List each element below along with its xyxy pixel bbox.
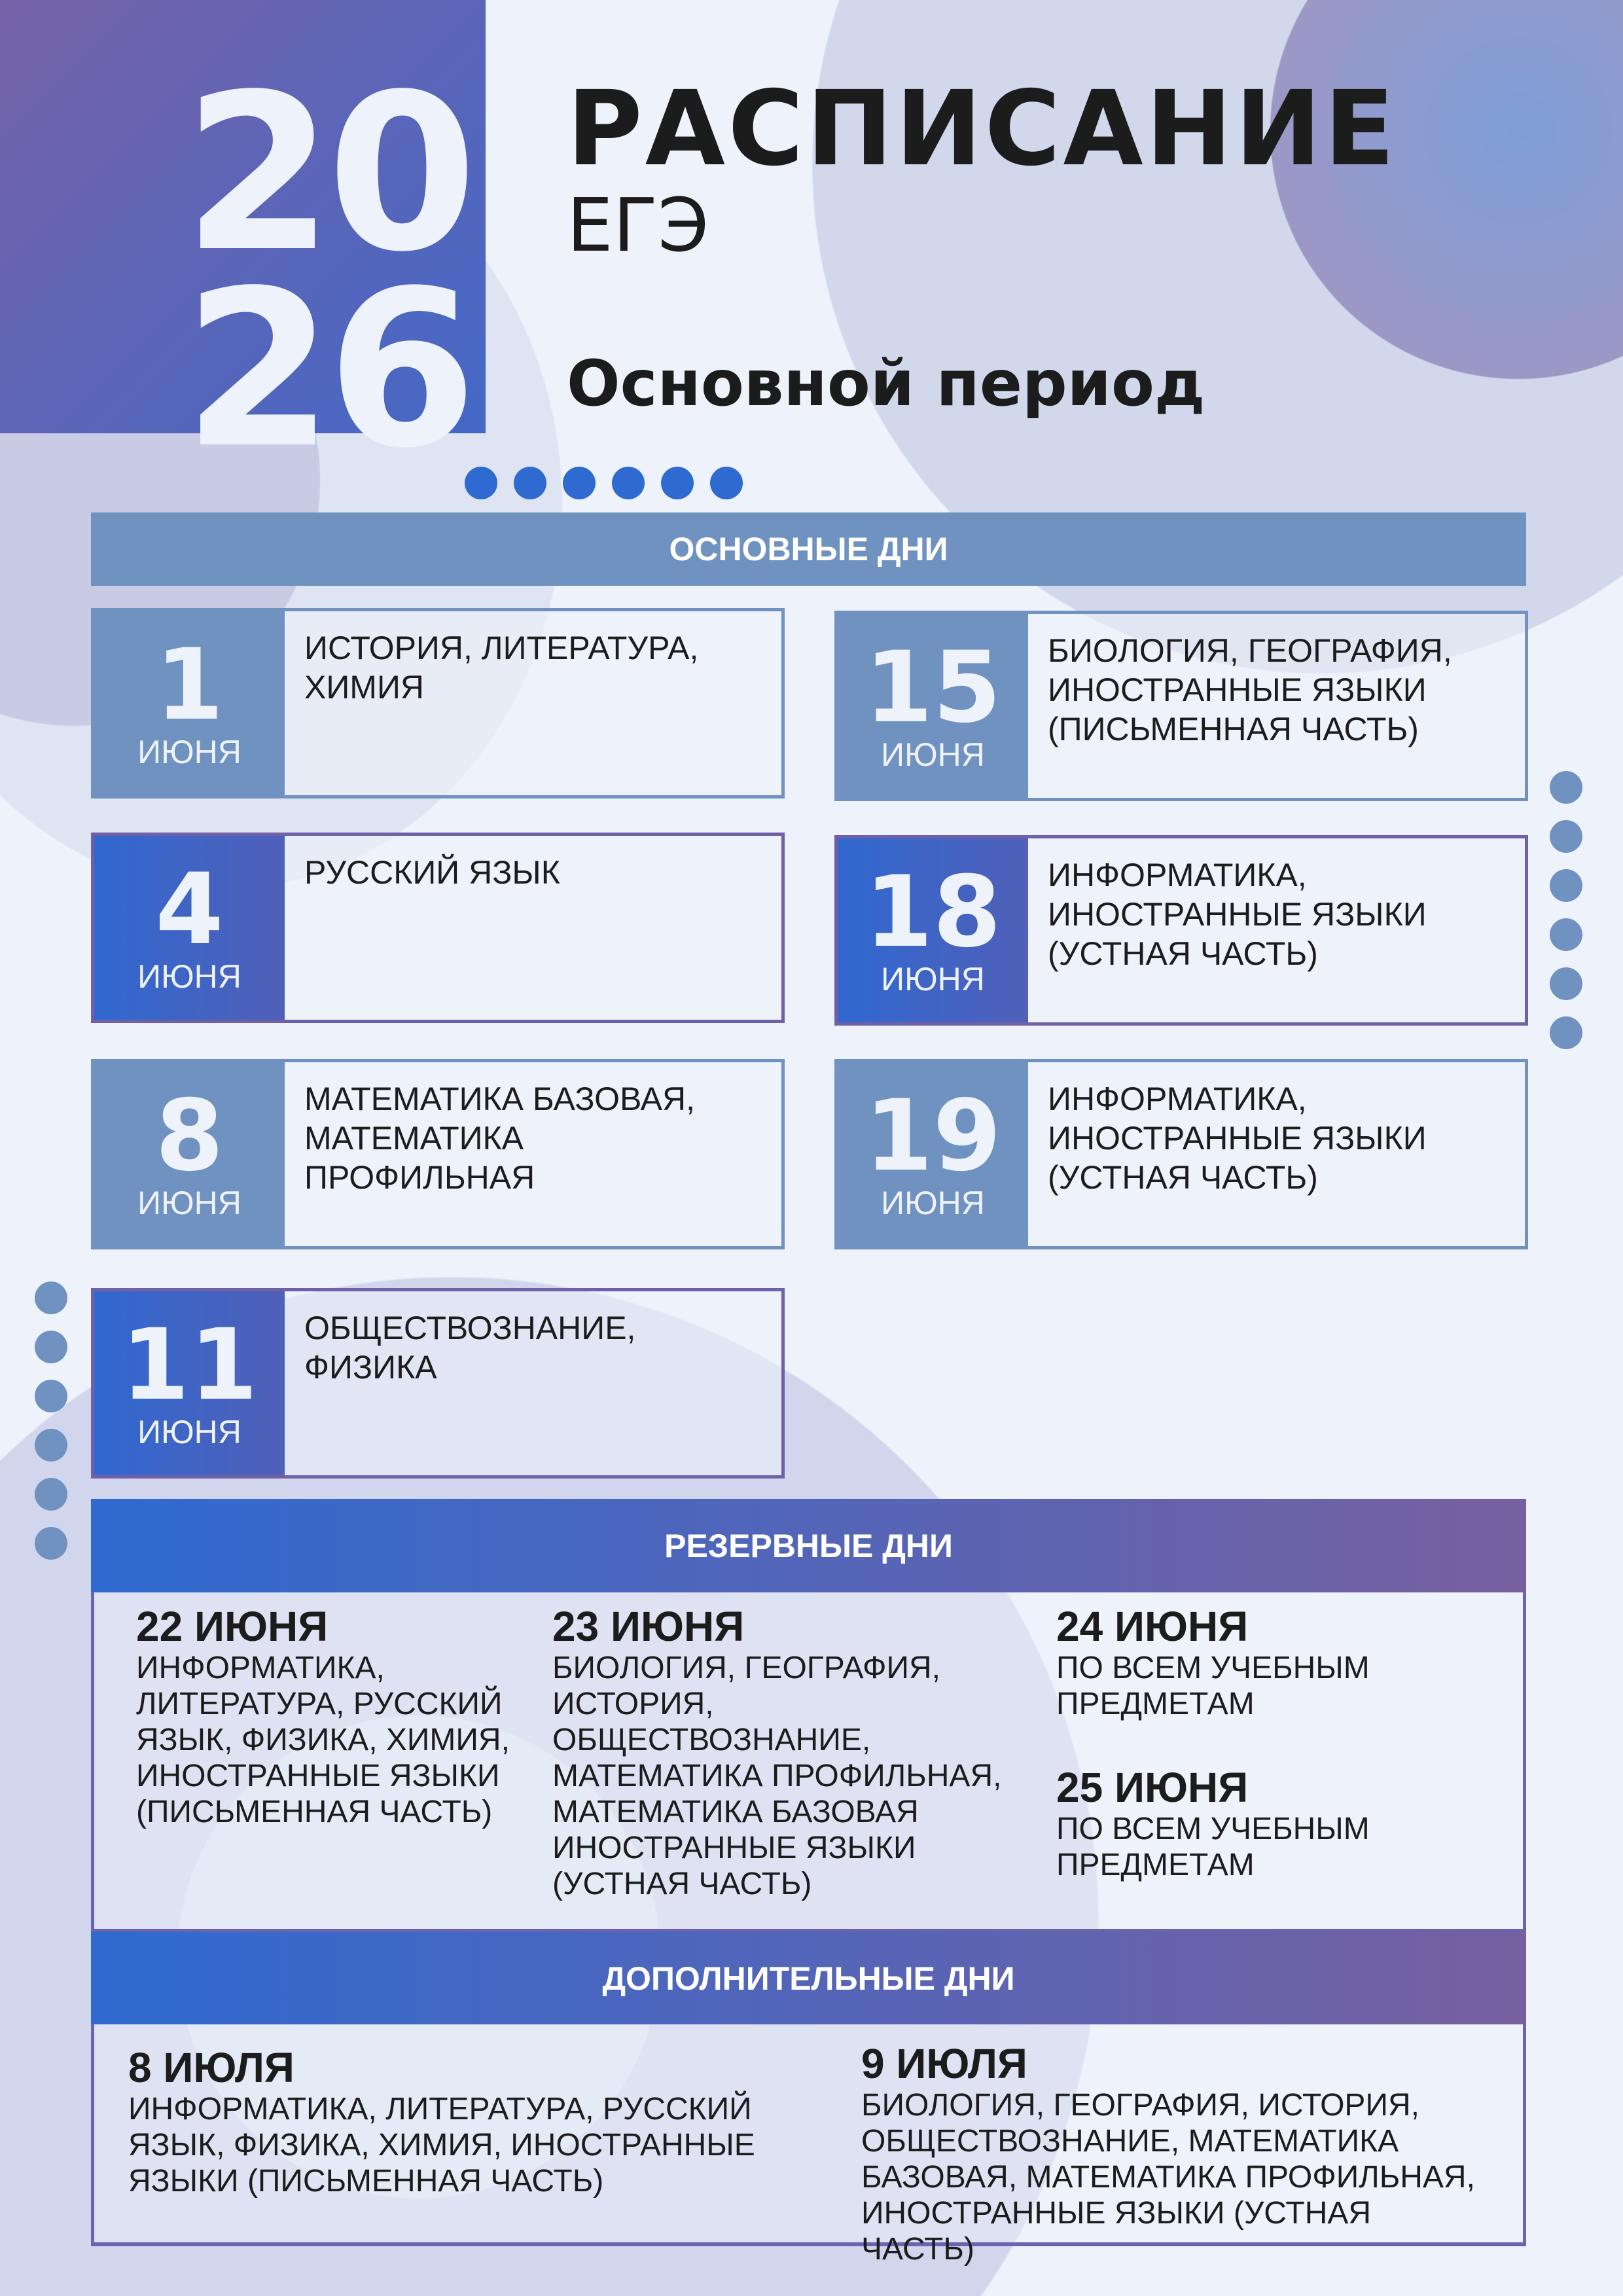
exam-day-number: 18 — [865, 855, 1001, 969]
reserve-subjects: БИОЛОГИЯ, ГЕОГРАФИЯ, ИСТОРИЯ, ОБЩЕСТВОЗН… — [552, 1651, 1002, 1901]
reserve-day: 24 ИЮНЯ ПО ВСЕМ УЧЕБНЫМ ПРЕДМЕТАМ — [1056, 1603, 1397, 1722]
exam-day-card: 1 ИЮНЯ ИСТОРИЯ, ЛИТЕРАТУРА, ХИМИЯ — [91, 608, 785, 798]
additional-subjects: ИНФОРМАТИКА, ЛИТЕРАТУРА, РУССКИЙ ЯЗЫК, Ф… — [128, 2092, 755, 2198]
exam-subjects: МАТЕМАТИКА БАЗОВАЯ, МАТЕМАТИКА ПРОФИЛЬНА… — [304, 1081, 695, 1196]
decorative-dot — [1550, 918, 1582, 951]
year-block: 20 26 — [0, 0, 486, 478]
exam-date: 19 ИЮНЯ — [838, 1062, 1028, 1246]
exam-day-number: 8 — [155, 1079, 224, 1193]
decorative-dot — [35, 1331, 67, 1363]
exam-subjects: ИНФОРМАТИКА, ИНОСТРАННЫЕ ЯЗЫКИ (УСТНАЯ Ч… — [1048, 1081, 1427, 1196]
exam-month: ИЮНЯ — [137, 958, 241, 995]
reserve-subjects: ПО ВСЕМ УЧЕБНЫМ ПРЕДМЕТАМ — [1056, 1812, 1370, 1882]
reserve-day: 22 ИЮНЯ ИНФОРМАТИКА, ЛИТЕРАТУРА, РУССКИЙ… — [136, 1603, 529, 1830]
exam-date: 15 ИЮНЯ — [838, 614, 1028, 798]
exam-day-card: 15 ИЮНЯ БИОЛОГИЯ, ГЕОГРАФИЯ, ИНОСТРАННЫЕ Я… — [834, 611, 1528, 801]
decorative-dot — [35, 1282, 67, 1314]
exam-day-card: 19 ИЮНЯ ИНФОРМАТИКА, ИНОСТРАННЫЕ ЯЗЫКИ (УС… — [834, 1059, 1528, 1249]
exam-day-number: 4 — [155, 853, 224, 967]
exam-month: ИЮНЯ — [881, 736, 985, 773]
reserve-subjects: ПО ВСЕМ УЧЕБНЫМ ПРЕДМЕТАМ — [1056, 1651, 1370, 1721]
reserve-date: 25 ИЮНЯ — [1056, 1764, 1249, 1811]
decorative-dot — [1550, 771, 1582, 804]
exam-subjects: ОБЩЕСТВОЗНАНИЕ, ФИЗИКА — [304, 1310, 636, 1386]
main-days-header: ОСНОВНЫЕ ДНИ — [91, 512, 1526, 586]
decorative-dot — [35, 1429, 67, 1462]
exam-month: ИЮНЯ — [137, 1185, 241, 1221]
page-title: РАСПИСАНИЕ — [567, 69, 1398, 189]
additional-day: 8 ИЮЛЯ ИНФОРМАТИКА, ЛИТЕРАТУРА, РУССКИЙ … — [128, 2044, 783, 2199]
reserve-date: 23 ИЮНЯ — [552, 1603, 745, 1650]
exam-subjects: РУССКИЙ ЯЗЫК — [304, 854, 560, 891]
exam-day-card: 18 ИЮНЯ ИНФОРМАТИКА, ИНОСТРАННЫЕ ЯЗЫКИ (УС… — [834, 835, 1528, 1026]
decorative-dot — [1550, 869, 1582, 902]
exam-subjects: ИНФОРМАТИКА, ИНОСТРАННЫЕ ЯЗЫКИ (УСТНАЯ Ч… — [1048, 857, 1427, 972]
exam-date: 11 ИЮНЯ — [94, 1291, 285, 1475]
year-bottom: 26 — [183, 244, 477, 495]
exam-month: ИЮНЯ — [881, 961, 985, 997]
reserve-date: 22 ИЮНЯ — [136, 1603, 329, 1650]
page-subtitle: ЕГЭ — [567, 183, 709, 268]
decorative-dot — [563, 467, 596, 499]
decorative-dot — [465, 467, 497, 499]
decorative-dot — [1550, 820, 1582, 853]
exam-subjects: ИСТОРИЯ, ЛИТЕРАТУРА, ХИМИЯ — [304, 630, 699, 706]
exam-month: ИЮНЯ — [881, 1185, 985, 1221]
additional-date: 8 ИЮЛЯ — [128, 2044, 294, 2091]
period-title: Основной период — [567, 347, 1205, 420]
reserve-days-header: РЕЗЕРВНЫЕ ДНИ — [91, 1499, 1526, 1592]
reserve-day: 23 ИЮНЯ БИОЛОГИЯ, ГЕОГРАФИЯ, ИСТОРИЯ, ОБ… — [552, 1603, 1037, 1902]
additional-days-section: 8 ИЮЛЯ ИНФОРМАТИКА, ЛИТЕРАТУРА, РУССКИЙ … — [91, 2024, 1526, 2267]
exam-date: 1 ИЮНЯ — [94, 611, 285, 795]
additional-day: 9 ИЮЛЯ БИОЛОГИЯ, ГЕОГРАФИЯ, ИСТОРИЯ, ОБЩ… — [861, 2040, 1489, 2267]
exam-month: ИЮНЯ — [137, 1414, 241, 1450]
exam-day-number: 19 — [865, 1079, 1001, 1193]
exam-day-card: 8 ИЮНЯ МАТЕМАТИКА БАЗОВАЯ, МАТЕМАТИКА ПРОФ… — [91, 1059, 785, 1249]
exam-day-number: 1 — [155, 628, 224, 742]
exam-day-card: 4 ИЮНЯ РУССКИЙ ЯЗЫК — [91, 833, 785, 1023]
exam-subjects: БИОЛОГИЯ, ГЕОГРАФИЯ, ИНОСТРАННЫЕ ЯЗЫКИ (… — [1048, 632, 1452, 747]
decorative-dot — [35, 1478, 67, 1511]
exam-date: 18 ИЮНЯ — [838, 838, 1028, 1022]
decorative-dot — [35, 1527, 67, 1560]
reserve-date: 24 ИЮНЯ — [1056, 1603, 1249, 1650]
reserve-days-section: 22 ИЮНЯ ИНФОРМАТИКА, ЛИТЕРАТУРА, РУССКИЙ… — [91, 1592, 1526, 1932]
additional-subjects: БИОЛОГИЯ, ГЕОГРАФИЯ, ИСТОРИЯ, ОБЩЕСТВОЗН… — [861, 2088, 1475, 2267]
exam-month: ИЮНЯ — [137, 734, 241, 770]
decorative-dot — [35, 1380, 67, 1412]
decorative-dot — [1550, 1016, 1582, 1049]
decorative-dot — [514, 467, 546, 499]
exam-date: 4 ИЮНЯ — [94, 836, 285, 1020]
exam-date: 8 ИЮНЯ — [94, 1062, 285, 1246]
exam-day-number: 11 — [121, 1308, 258, 1422]
exam-day-number: 15 — [865, 631, 1001, 745]
reserve-subjects: ИНФОРМАТИКА, ЛИТЕРАТУРА, РУССКИЙ ЯЗЫК, Ф… — [136, 1651, 510, 1829]
reserve-day: 25 ИЮНЯ ПО ВСЕМ УЧЕБНЫМ ПРЕДМЕТАМ — [1056, 1764, 1397, 1883]
year-top: 20 — [183, 48, 477, 299]
exam-day-card: 11 ИЮНЯ ОБЩЕСТВОЗНАНИЕ, ФИЗИКА — [91, 1288, 785, 1479]
decorative-dot — [612, 467, 645, 499]
additional-date: 9 ИЮЛЯ — [861, 2040, 1027, 2087]
decorative-dot — [710, 467, 743, 499]
decorative-dot — [661, 467, 694, 499]
additional-days-header: ДОПОЛНИТЕЛЬНЫЕ ДНИ — [91, 1932, 1526, 2024]
decorative-dot — [1550, 967, 1582, 1000]
